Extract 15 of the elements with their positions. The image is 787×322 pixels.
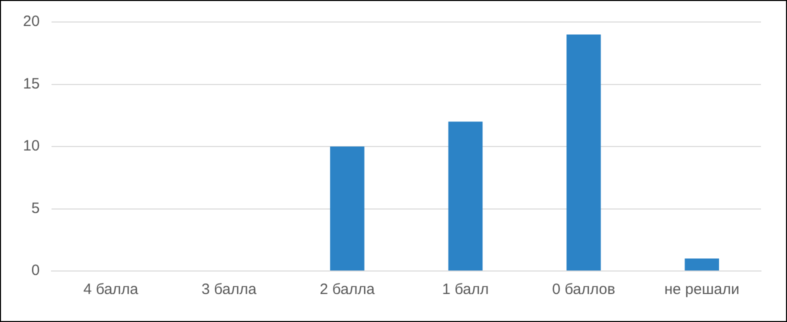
x-tick-label: не решали [664, 281, 740, 298]
y-tick-label: 10 [22, 138, 40, 155]
bar [448, 122, 483, 270]
y-tick-label: 15 [22, 75, 40, 92]
bar [684, 258, 720, 270]
x-tick-label: 1 балл [442, 281, 489, 298]
y-tick-label: 20 [22, 13, 40, 30]
x-tick-label: 3 балла [202, 281, 258, 298]
y-tick-label: 5 [31, 200, 40, 217]
x-tick-label: 2 балла [320, 281, 376, 298]
x-tick-label: 0 баллов [552, 281, 616, 298]
bar [566, 34, 601, 270]
y-tick-label: 0 [31, 262, 40, 280]
bar [330, 146, 364, 270]
x-tick-label: 4 балла [83, 281, 139, 298]
